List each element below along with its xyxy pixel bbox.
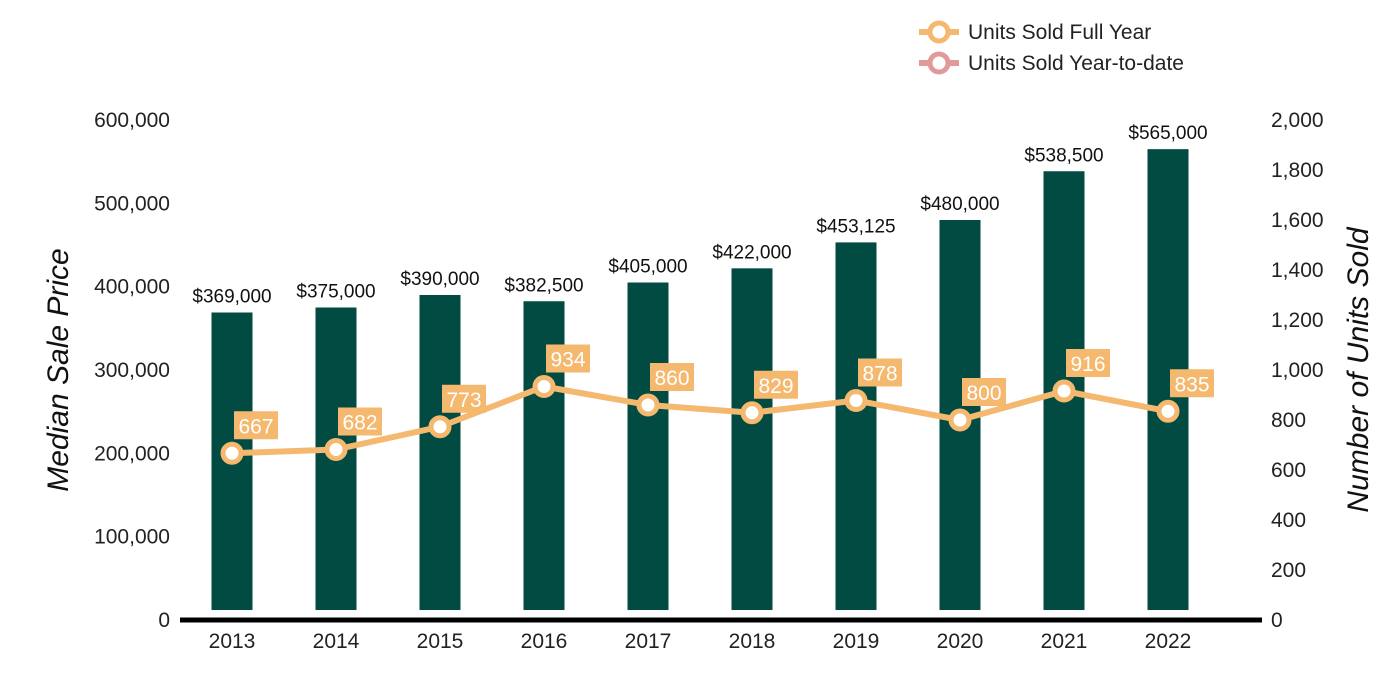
y-left-tick-label: 300,000 — [94, 359, 170, 382]
line-value-label: 800 — [966, 382, 1001, 405]
y-left-tick-label: 500,000 — [94, 192, 170, 215]
x-tick-label: 2016 — [521, 630, 568, 653]
line-point — [1052, 379, 1076, 403]
bar — [419, 295, 461, 610]
y-left-tick-label: 100,000 — [94, 526, 170, 549]
y-right-tick-label: 1,600 — [1271, 209, 1324, 232]
legend: Units Sold Full Year Units Sold Year-to-d… — [919, 20, 1184, 75]
x-tick-label: 2021 — [1041, 630, 1088, 653]
bars: $369,000 $375,000 $390,000 $382,500 $405,000… — [192, 123, 1208, 611]
line-label-box — [442, 384, 486, 413]
line-label-box — [962, 378, 1006, 406]
line-point — [428, 415, 452, 439]
bar-value-label: $390,000 — [400, 269, 479, 290]
line-value-label: 682 — [342, 412, 377, 435]
x-tick-label: 2018 — [729, 630, 776, 653]
y-right-tick-label: 800 — [1271, 409, 1306, 432]
y-right-tick-label: 200 — [1271, 559, 1306, 582]
line-label-box — [546, 344, 590, 373]
line-point — [636, 393, 660, 417]
bar — [835, 242, 877, 611]
line-label-box — [1170, 369, 1214, 398]
x-axis: 2013 2014 2015 2016 2017 2018 2019 2020 2021 2022 — [209, 630, 1192, 653]
line-point — [740, 401, 764, 425]
line-label-box — [650, 363, 694, 391]
bar-value-label: $453,125 — [816, 216, 895, 237]
x-tick-label: 2020 — [937, 630, 984, 653]
line-value-label: 829 — [758, 375, 793, 398]
y-right-tick-label: 400 — [1271, 509, 1306, 532]
line-label-box — [338, 407, 382, 436]
bar-value-label: $405,000 — [608, 257, 687, 278]
y-right-tick-label: 2,000 — [1271, 109, 1324, 132]
bar-value-label: $382,500 — [504, 275, 583, 296]
y-right-tick-label: 1,400 — [1271, 259, 1324, 282]
line-label-box — [234, 411, 278, 440]
x-tick-label: 2017 — [625, 630, 672, 653]
x-tick-label: 2014 — [313, 630, 360, 653]
y-right-axis: 0 200 400 600 800 1,000 1,200 1,400 1,600 1,800 2,… — [1271, 109, 1324, 632]
line-value-label: 916 — [1070, 353, 1105, 376]
line-label-box — [1066, 349, 1110, 377]
line-value-label: 934 — [550, 349, 585, 372]
line-value-label: 860 — [654, 367, 689, 390]
y-left-axis: 0 100,000 200,000 300,000 400,000 500,000 600,… — [94, 109, 170, 632]
x-tick-label: 2015 — [417, 630, 464, 653]
line-label-box — [858, 358, 902, 387]
bar-value-label: $480,000 — [920, 194, 999, 215]
line-point — [1156, 399, 1180, 423]
line-point — [532, 375, 556, 398]
line-path — [231, 383, 1169, 457]
y-left-axis-title: Median Sale Price — [42, 248, 75, 491]
y-left-tick-label: 600,000 — [94, 109, 170, 132]
legend-swatch-marker — [927, 20, 951, 44]
bar-value-label: $369,000 — [192, 287, 271, 308]
y-left-tick-label: 0 — [158, 609, 170, 632]
x-tick-label: 2013 — [209, 630, 256, 653]
line-label-box — [754, 370, 798, 399]
bar-value-label: $422,000 — [712, 242, 791, 263]
line-value-label: 835 — [1174, 373, 1209, 396]
line-value-label: 878 — [862, 363, 897, 386]
bar-value-label: $538,500 — [1024, 145, 1103, 166]
line-value-label: 667 — [238, 415, 273, 438]
line-point — [948, 408, 972, 432]
bar-value-label: $375,000 — [296, 282, 375, 303]
y-left-tick-label: 400,000 — [94, 276, 170, 299]
legend-label: Units Sold Full Year — [968, 21, 1151, 44]
x-tick-label: 2019 — [833, 630, 880, 653]
y-right-tick-label: 600 — [1271, 459, 1306, 482]
y-left-tick-label: 200,000 — [94, 442, 170, 465]
y-right-tick-label: 1,000 — [1271, 359, 1324, 382]
line-point — [220, 441, 244, 465]
bar-value-label: $565,000 — [1128, 123, 1207, 144]
legend-swatch-marker — [927, 51, 951, 75]
line-value-label: 773 — [446, 389, 481, 412]
line-series: 667 682 773 934 860 829 878 800 916 835 — [220, 344, 1214, 465]
bar — [731, 268, 773, 610]
line-point — [844, 389, 868, 412]
legend-label: Units Sold Year-to-date — [968, 52, 1184, 75]
x-tick-label: 2022 — [1145, 630, 1192, 653]
y-right-tick-label: 1,800 — [1271, 159, 1324, 182]
y-right-axis-title: Number of Units Sold — [1342, 226, 1375, 512]
y-right-tick-label: 0 — [1271, 609, 1283, 632]
y-right-tick-label: 1,200 — [1271, 309, 1324, 332]
bar — [627, 282, 669, 610]
line-point — [324, 438, 348, 461]
